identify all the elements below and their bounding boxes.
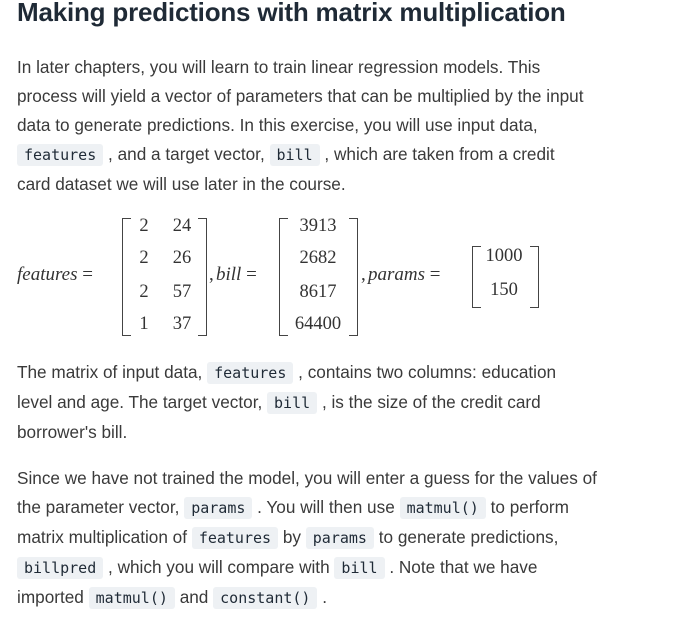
description-line-1: The matrix of input data, features , con… — [17, 362, 557, 384]
intro-line-5: card dataset we will use later in the co… — [17, 174, 346, 194]
features-left-bracket — [122, 218, 131, 336]
params-cell: 150 — [490, 280, 518, 300]
page-title: Making predictions with matrix multiplic… — [17, 0, 566, 27]
inline-code-matmul: matmul() — [88, 587, 175, 609]
inline-code-bill: bill — [267, 392, 318, 414]
params-left-bracket — [472, 246, 481, 308]
intro-line-4: features , and a target vector, bill , w… — [17, 140, 657, 170]
intro-line-2: process will yield a vector of parameter… — [17, 86, 584, 106]
matrix-equations: features = 2 24 2 26 2 57 1 37 , bill = … — [17, 210, 667, 340]
inline-code-bill: bill — [334, 557, 385, 579]
instructions-line-5: imported matmul() and constant() . — [17, 587, 328, 609]
params-right-bracket — [530, 246, 539, 308]
bill-right-bracket — [349, 218, 358, 336]
features-cell: 2 — [139, 216, 149, 236]
instructions-line-4: billpred , which you will compare with b… — [17, 553, 657, 583]
bill-cell: 8617 — [299, 282, 337, 302]
description-line-3: borrower's bill. — [17, 422, 128, 442]
description-paragraph: The matrix of input data, features , con… — [17, 358, 657, 447]
instructions-line-2: the parameter vector, params . You will … — [17, 497, 569, 519]
intro-text-fragment: , which are taken from a credit — [324, 144, 555, 164]
features-cell: 24 — [172, 216, 192, 236]
inline-code-features: features — [207, 362, 294, 384]
bill-cell: 2682 — [299, 248, 337, 268]
inline-code-params: params — [184, 497, 253, 519]
intro-text-fragment: , and a target vector, — [108, 144, 265, 164]
features-cell: 1 — [139, 314, 149, 334]
bill-left-bracket — [279, 218, 288, 336]
features-label: features = — [17, 264, 93, 285]
features-right-bracket — [198, 218, 207, 336]
params-label: params = — [368, 264, 441, 285]
inline-code-bill: bill — [269, 144, 320, 166]
inline-code-constant: constant() — [213, 587, 318, 609]
features-cell: 26 — [172, 248, 192, 268]
separator-comma: , — [209, 264, 214, 285]
separator-comma: , — [361, 264, 366, 285]
params-cell: 1000 — [485, 246, 523, 266]
inline-code-features: features — [191, 527, 279, 549]
intro-paragraph: In later chapters, you will learn to tra… — [17, 53, 657, 199]
inline-code-matmul: matmul() — [399, 497, 486, 519]
description-line-2: level and age. The target vector, bill ,… — [17, 392, 541, 414]
inline-code-billpred: billpred — [17, 557, 104, 579]
intro-line-3: data to generate predictions. In this ex… — [17, 115, 538, 135]
inline-code-features: features — [17, 144, 104, 166]
inline-code-params: params — [305, 527, 374, 549]
instructions-line-3: matrix multiplication of features by par… — [17, 527, 559, 549]
bill-cell: 64400 — [294, 314, 342, 334]
features-cell: 57 — [172, 282, 192, 302]
features-cell: 2 — [139, 282, 149, 302]
features-cell: 37 — [172, 314, 192, 334]
instructions-line-1: Since we have not trained the model, you… — [17, 468, 597, 488]
bill-label: bill = — [216, 264, 257, 285]
instructions-paragraph: Since we have not trained the model, you… — [17, 464, 657, 613]
intro-line-1: In later chapters, you will learn to tra… — [17, 57, 541, 77]
bill-cell: 3913 — [299, 216, 337, 236]
features-cell: 2 — [139, 248, 149, 268]
